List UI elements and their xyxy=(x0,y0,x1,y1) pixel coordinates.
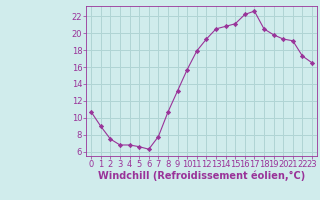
X-axis label: Windchill (Refroidissement éolien,°C): Windchill (Refroidissement éolien,°C) xyxy=(98,171,305,181)
